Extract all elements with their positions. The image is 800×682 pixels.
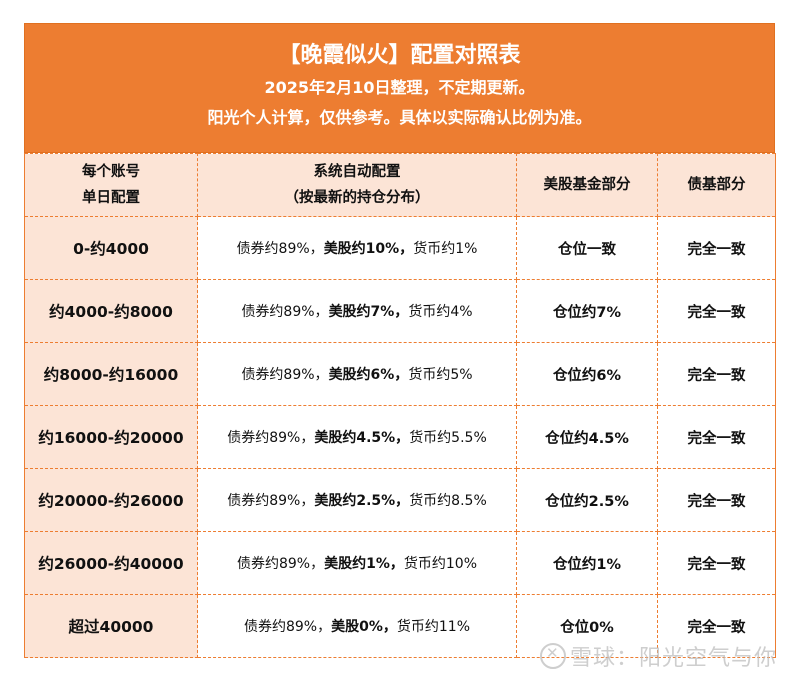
table-row: 约8000-约16000 债券约89%，美股约6%，货币约5% 仓位约6% 完全… bbox=[24, 342, 776, 406]
us-fund-cell: 仓位约2.5% bbox=[516, 468, 658, 532]
range-cell: 约8000-约16000 bbox=[24, 342, 198, 406]
us-fund-cell: 仓位一致 bbox=[516, 216, 658, 280]
us-fund-cell: 仓位约1% bbox=[516, 531, 658, 595]
allocation-cell: 债券约89%，美股约10%，货币约1% bbox=[197, 216, 517, 280]
range-cell: 0-约4000 bbox=[24, 216, 198, 280]
page-title: 【晚霞似火】配置对照表 bbox=[278, 43, 521, 68]
table-row: 约4000-约8000 债券约89%，美股约7%，货币约4% 仓位约7% 完全一… bbox=[24, 279, 776, 343]
header-daily-amount: 每个账号 单日配置 bbox=[24, 153, 198, 217]
table-row: 超过40000 债券约89%，美股0%，货币约11% 仓位0% 完全一致 bbox=[24, 594, 776, 658]
table-row: 约26000-约40000 债券约89%，美股约1%，货币约10% 仓位约1% … bbox=[24, 531, 776, 595]
title-banner: 【晚霞似火】配置对照表 2025年2月10日整理，不定期更新。 阳光个人计算，仅… bbox=[24, 23, 775, 153]
update-date-note: 2025年2月10日整理，不定期更新。 bbox=[264, 78, 535, 97]
table-row: 约20000-约26000 债券约89%，美股约2.5%，货币约8.5% 仓位约… bbox=[24, 468, 776, 532]
us-fund-cell: 仓位约4.5% bbox=[516, 405, 658, 469]
range-cell: 超过40000 bbox=[24, 594, 198, 658]
range-cell: 约16000-约20000 bbox=[24, 405, 198, 469]
allocation-cell: 债券约89%，美股约2.5%，货币约8.5% bbox=[197, 468, 517, 532]
bond-fund-cell: 完全一致 bbox=[657, 342, 776, 406]
bond-fund-cell: 完全一致 bbox=[657, 468, 776, 532]
bond-fund-cell: 完全一致 bbox=[657, 594, 776, 658]
range-cell: 约26000-约40000 bbox=[24, 531, 198, 595]
watermark: 雪球：阳光空气与你 bbox=[540, 640, 777, 672]
allocation-cell: 债券约89%，美股约6%，货币约5% bbox=[197, 342, 517, 406]
snowball-logo-icon bbox=[540, 643, 566, 669]
table-row: 约16000-约20000 债券约89%，美股约4.5%，货币约5.5% 仓位约… bbox=[24, 405, 776, 469]
bond-fund-cell: 完全一致 bbox=[657, 216, 776, 280]
allocation-table: 每个账号 单日配置 系统自动配置 （按最新的持仓分布） 美股基金部分 债基部分 … bbox=[24, 153, 776, 658]
watermark-text: 雪球：阳光空气与你 bbox=[570, 646, 778, 671]
us-fund-cell: 仓位约6% bbox=[516, 342, 658, 406]
range-cell: 约4000-约8000 bbox=[24, 279, 198, 343]
table-header-row: 每个账号 单日配置 系统自动配置 （按最新的持仓分布） 美股基金部分 债基部分 bbox=[24, 153, 776, 217]
bond-fund-cell: 完全一致 bbox=[657, 405, 776, 469]
table-row: 0-约4000 债券约89%，美股约10%，货币约1% 仓位一致 完全一致 bbox=[24, 216, 776, 280]
allocation-cell: 债券约89%，美股约4.5%，货币约5.5% bbox=[197, 405, 517, 469]
config-table-sheet: 【晚霞似火】配置对照表 2025年2月10日整理，不定期更新。 阳光个人计算，仅… bbox=[24, 23, 776, 658]
allocation-cell: 债券约89%，美股约1%，货币约10% bbox=[197, 531, 517, 595]
us-fund-cell: 仓位0% bbox=[516, 594, 658, 658]
allocation-cell: 债券约89%，美股约7%，货币约4% bbox=[197, 279, 517, 343]
bond-fund-cell: 完全一致 bbox=[657, 279, 776, 343]
range-cell: 约20000-约26000 bbox=[24, 468, 198, 532]
disclaimer-note: 阳光个人计算，仅供参考。具体以实际确认比例为准。 bbox=[207, 108, 592, 127]
allocation-cell: 债券约89%，美股0%，货币约11% bbox=[197, 594, 517, 658]
bond-fund-cell: 完全一致 bbox=[657, 531, 776, 595]
header-bond-fund: 债基部分 bbox=[657, 153, 776, 217]
header-auto-allocation: 系统自动配置 （按最新的持仓分布） bbox=[197, 153, 517, 217]
us-fund-cell: 仓位约7% bbox=[516, 279, 658, 343]
header-us-fund: 美股基金部分 bbox=[516, 153, 658, 217]
